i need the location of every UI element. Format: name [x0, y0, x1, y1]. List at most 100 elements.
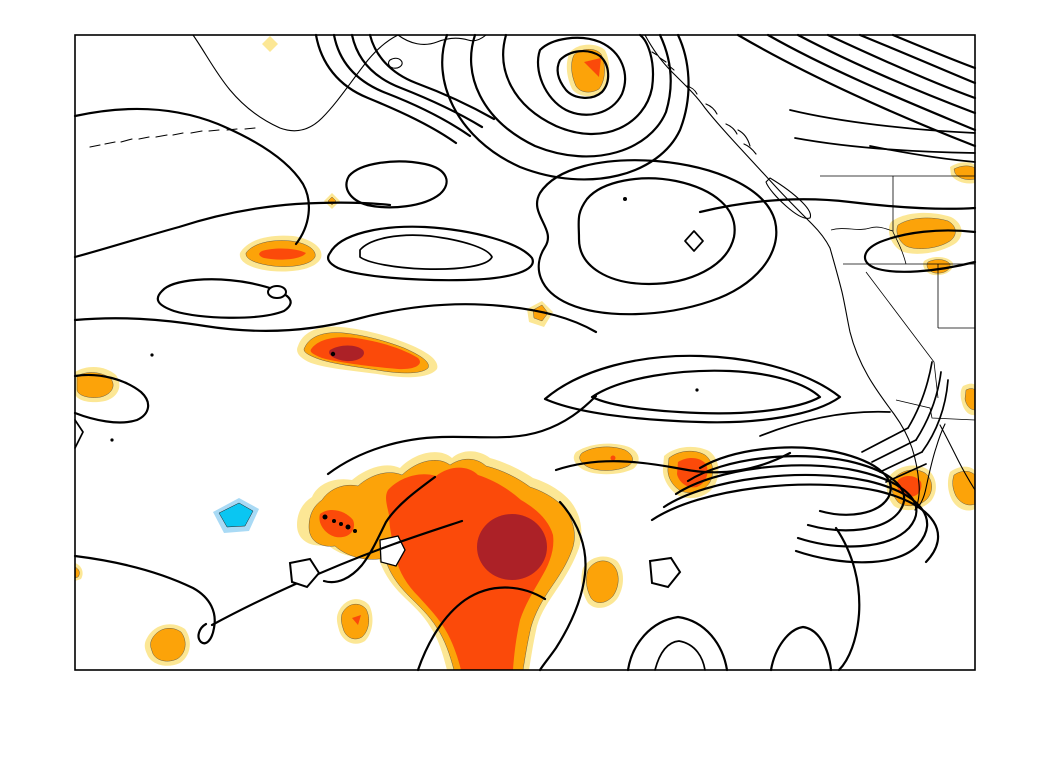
precip-region: [262, 36, 278, 52]
contour-line: [858, 33, 977, 85]
hawaii-big-island: [379, 535, 406, 567]
contour-line: [73, 303, 598, 334]
contour-line: [834, 526, 861, 672]
contour-line: [288, 557, 321, 589]
contour-extremum-dot: [330, 351, 336, 357]
hawaii-island: [322, 514, 328, 520]
contour-line: [267, 285, 287, 299]
kodiak-island: [388, 57, 403, 69]
contour-line: [74, 419, 84, 449]
contour-line: [864, 229, 977, 273]
contour-line: [674, 464, 918, 548]
contour-extremum-dot: [695, 388, 699, 392]
contour-line: [698, 198, 977, 214]
precip-region: [579, 446, 633, 471]
nevada-utah-border: [937, 264, 975, 329]
us-mexico-border: [895, 399, 976, 421]
hawaii-island: [345, 524, 351, 530]
bc-coastline: [644, 34, 831, 249]
contour-extremum-dot: [623, 197, 627, 201]
contour-line: [73, 373, 150, 424]
contour-line: [626, 615, 729, 672]
alaska-coastline: [192, 34, 399, 132]
contour-line: [766, 33, 977, 132]
contour-line: [359, 234, 493, 270]
us-west-coastline: [829, 247, 920, 511]
contour-line: [73, 201, 392, 259]
contour-line: [322, 475, 437, 584]
contour-line: [648, 556, 682, 589]
contour-line: [350, 33, 484, 129]
contour-extremum-dot: [150, 353, 154, 357]
contour-line: [577, 177, 736, 286]
precip-region: [76, 372, 114, 398]
precip-region: [896, 217, 956, 249]
contour-line: [662, 473, 929, 564]
contour-line: [736, 33, 977, 148]
contour-line: [332, 33, 472, 138]
precip-region: [329, 345, 364, 362]
filled-precipitation-regions: [74, 36, 976, 671]
contour-line: [73, 107, 310, 246]
contour-line: [556, 50, 610, 99]
coastal-islands: [651, 51, 757, 155]
precip-region: [586, 560, 619, 603]
contour-line: [759, 410, 891, 437]
precip-region: [610, 455, 616, 461]
coastlines: [89, 34, 976, 567]
contour-line: [502, 33, 655, 136]
contour-line: [684, 230, 704, 252]
contour-line: [441, 33, 690, 181]
hawaii-island: [353, 529, 357, 533]
contour-extremum-dot: [110, 438, 114, 442]
precip-region: [532, 304, 549, 322]
gulf-of-california-coastline: [914, 423, 946, 511]
contour-line: [345, 160, 448, 209]
contour-line: [536, 159, 778, 316]
alaska-coastline: [397, 34, 487, 45]
contour-line: [327, 225, 534, 282]
contour-line: [686, 455, 906, 532]
contour-line: [156, 278, 292, 319]
contour-line: [368, 33, 496, 121]
precip-region: [74, 566, 80, 579]
columbia-river-border: [830, 226, 894, 232]
precip-region: [584, 58, 601, 77]
precip-region: [310, 337, 420, 370]
precip-region: [319, 509, 355, 538]
precip-region: [352, 615, 361, 625]
contour-line: [326, 394, 598, 476]
contour-line: [470, 33, 672, 158]
map-frame: [74, 34, 976, 671]
contour-line: [650, 483, 940, 564]
california-nevada-border: [865, 271, 939, 399]
contour-line: [654, 640, 706, 671]
mexico-coastline: [939, 424, 976, 491]
contour-line: [789, 109, 976, 134]
contour-line: [416, 586, 547, 672]
contour-line: [314, 33, 458, 145]
contour-line: [543, 354, 842, 424]
contour-line: [210, 519, 464, 627]
contour-line: [826, 33, 977, 100]
precip-region: [259, 248, 306, 260]
vancouver-island: [765, 177, 812, 219]
precip-region: [477, 514, 547, 580]
pv-contours: [73, 33, 977, 672]
contour-line: [907, 361, 949, 453]
contour-line: [769, 625, 833, 672]
precip-region: [150, 628, 186, 662]
precip-region: [952, 471, 976, 506]
contour-line: [536, 36, 627, 116]
contour-line: [796, 33, 977, 115]
precip-region-negative: [218, 502, 254, 528]
hawaii-island: [339, 522, 343, 526]
hawaii-island: [332, 519, 336, 523]
contour-line: [861, 427, 927, 483]
idaho-oregon-border: [892, 231, 907, 265]
contour-line: [554, 451, 792, 474]
contour-line: [590, 369, 822, 415]
contour-line: [698, 446, 892, 516]
